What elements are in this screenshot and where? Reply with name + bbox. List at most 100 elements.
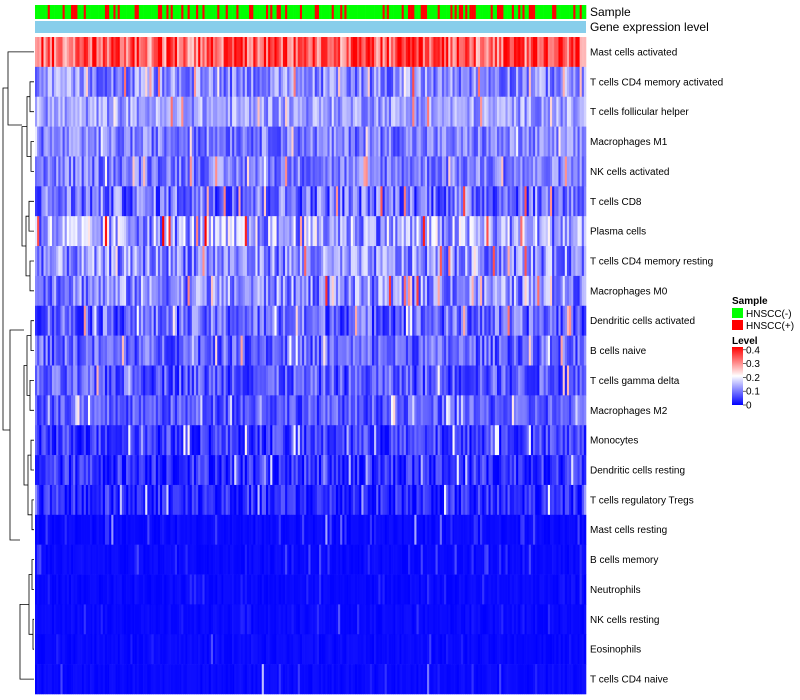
heatmap-cell — [304, 335, 307, 366]
heatmap-cell — [153, 126, 157, 157]
heatmap-cell — [407, 365, 411, 396]
heatmap-cell — [414, 246, 417, 277]
heatmap-cell — [369, 425, 373, 456]
heatmap-cell — [492, 186, 496, 217]
heatmap-cell — [113, 455, 116, 486]
heatmap-cell — [401, 186, 405, 217]
heatmap-cell — [310, 335, 313, 366]
heatmap-cell — [522, 216, 525, 247]
heatmap-cell — [297, 484, 301, 516]
heatmap-cell — [202, 484, 205, 516]
heatmap-cell — [257, 156, 260, 187]
heatmap-cell — [374, 484, 377, 516]
heatmap-cell — [471, 455, 474, 486]
heatmap-cell — [160, 66, 163, 98]
heatmap-cell — [490, 395, 494, 426]
heatmap-cell — [238, 126, 241, 157]
heatmap-cell — [221, 96, 224, 127]
heatmap-cell — [140, 544, 144, 575]
heatmap-cell — [213, 66, 216, 98]
heatmap-cell — [208, 156, 212, 187]
sample-cell-positive — [285, 5, 288, 19]
heatmap-cell — [268, 395, 271, 426]
heatmap-cell — [92, 455, 95, 486]
heatmap-cell — [37, 305, 40, 336]
heatmap-cell — [39, 544, 42, 575]
heatmap-cell — [272, 544, 275, 575]
heatmap-cell — [66, 96, 70, 127]
heatmap-cell — [579, 484, 583, 516]
heatmap-cell — [410, 66, 413, 98]
heatmap-cell — [388, 365, 392, 396]
heatmap-cell — [528, 544, 532, 575]
heatmap-cell — [225, 484, 229, 516]
heatmap-cell — [149, 216, 152, 247]
heatmap-cell — [149, 425, 152, 456]
heatmap-cell — [280, 305, 284, 336]
heatmap-cell — [206, 37, 210, 68]
heatmap-cell — [263, 37, 267, 68]
heatmap-cell — [407, 37, 411, 68]
heatmap-cell — [119, 425, 123, 456]
heatmap-cell — [73, 156, 76, 187]
heatmap-cell — [253, 156, 256, 187]
heatmap-cell — [102, 544, 106, 575]
heatmap-cell — [47, 186, 51, 217]
row-dendrogram — [2, 51, 34, 680]
sample-cell-negative — [325, 5, 328, 19]
heatmap-cell — [113, 425, 116, 456]
heatmap-cell — [473, 66, 477, 98]
heatmap-cell — [545, 335, 549, 366]
heatmap-cell — [380, 484, 383, 516]
heatmap-cell — [530, 514, 534, 545]
heatmap-cell — [223, 335, 227, 366]
heatmap-cell — [511, 425, 515, 456]
heatmap-cell — [522, 37, 525, 68]
heatmap-cell — [189, 126, 193, 157]
heatmap-cell — [100, 275, 104, 307]
heatmap-cell — [352, 275, 356, 307]
heatmap-cell — [102, 305, 106, 336]
heatmap-cell — [79, 395, 82, 426]
heatmap-cell — [90, 484, 93, 516]
heatmap-cell — [75, 275, 78, 307]
heatmap-cell — [176, 216, 180, 247]
heatmap-cell — [342, 96, 345, 127]
heatmap-cell — [202, 335, 205, 366]
heatmap-cell — [104, 335, 108, 366]
heatmap-cell — [287, 37, 290, 68]
heatmap-cell — [43, 66, 46, 98]
heatmap-cell — [229, 186, 233, 217]
heatmap-cell — [71, 246, 74, 277]
heatmap-cell — [170, 455, 174, 486]
sample-cell-positive — [187, 5, 190, 19]
heatmap-cell — [340, 305, 343, 336]
heatmap-cell — [242, 37, 246, 68]
heatmap-cell — [429, 37, 432, 68]
heatmap-cell — [157, 484, 161, 516]
heatmap-cell — [429, 126, 432, 157]
heatmap-cell — [463, 216, 466, 247]
heatmap-cell — [581, 186, 585, 217]
heatmap-cell — [505, 66, 508, 98]
heatmap-cell — [427, 186, 430, 217]
heatmap-cell — [496, 455, 500, 486]
heatmap-cell — [569, 544, 572, 575]
heatmap-cell — [47, 275, 51, 307]
heatmap-cell — [293, 246, 296, 277]
heatmap-cell — [176, 365, 180, 396]
heatmap-cell — [577, 365, 580, 396]
heatmap-cell — [403, 335, 407, 366]
heatmap-cell — [437, 395, 441, 426]
heatmap-cell — [285, 66, 288, 98]
heatmap-cell — [255, 335, 258, 366]
heatmap-cell — [179, 455, 182, 486]
heatmap-cell — [454, 395, 458, 426]
heatmap-cell — [471, 275, 474, 307]
heatmap-cell — [291, 425, 294, 456]
heatmap-cell — [238, 66, 241, 98]
heatmap-cell — [450, 156, 453, 187]
heatmap-cell — [352, 305, 356, 336]
heatmap-cell — [433, 246, 436, 277]
sample-cell-negative — [484, 5, 487, 19]
